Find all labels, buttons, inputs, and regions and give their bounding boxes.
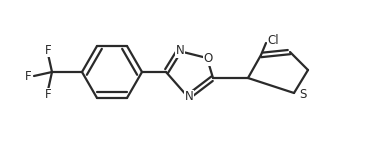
Text: S: S bbox=[299, 89, 307, 102]
Text: N: N bbox=[176, 45, 184, 58]
Text: O: O bbox=[204, 52, 213, 66]
Text: F: F bbox=[45, 89, 51, 102]
Text: N: N bbox=[185, 91, 194, 103]
Text: F: F bbox=[25, 70, 31, 83]
Text: Cl: Cl bbox=[267, 34, 279, 47]
Text: F: F bbox=[45, 44, 51, 57]
